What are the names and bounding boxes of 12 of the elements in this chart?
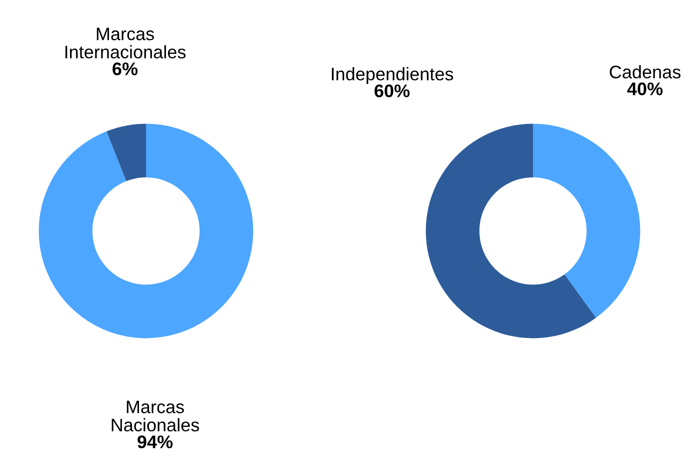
donut-slice	[426, 124, 596, 338]
slice-label: Cadenas	[610, 65, 680, 78]
donut-slice	[533, 124, 640, 318]
slice-label: Marcas Nacionales	[112, 400, 200, 432]
donut-slice	[38, 124, 254, 338]
slice-label: Independientes	[332, 67, 454, 84]
data-label: 40%	[627, 82, 663, 96]
donut-slice	[106, 124, 146, 182]
data-label: 60%	[374, 84, 410, 98]
slice-label: Marcas Internacionales	[65, 28, 186, 58]
data-label: 94%	[138, 435, 173, 448]
data-label: 6%	[112, 62, 138, 76]
